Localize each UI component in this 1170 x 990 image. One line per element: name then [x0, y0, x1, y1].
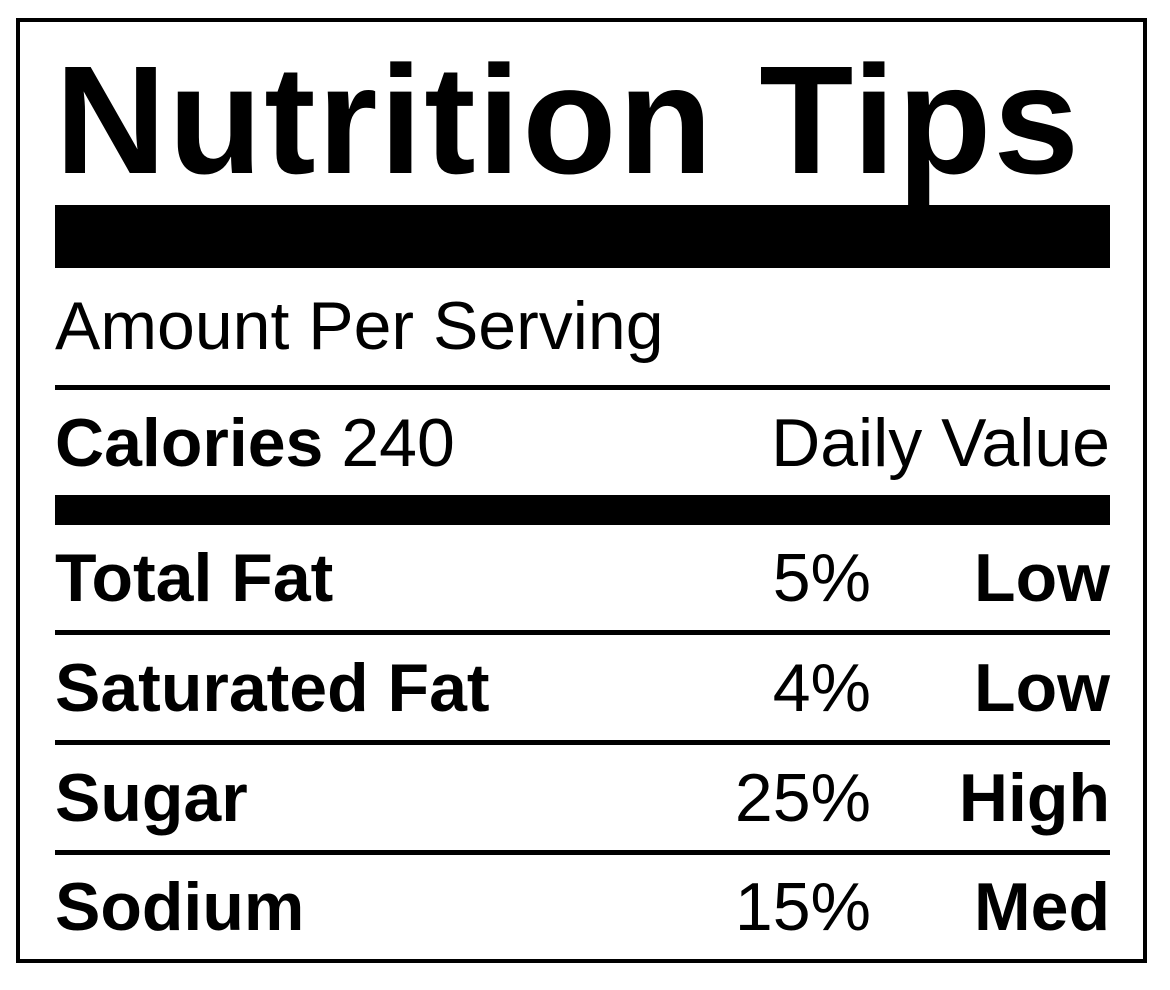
- divider-rule: [55, 385, 1110, 390]
- divider-rule: [55, 740, 1110, 745]
- amount-per-serving-header: Amount Per Serving: [55, 288, 664, 364]
- nutrient-level: Low: [974, 539, 1110, 616]
- nutrient-row-sodium: Sodium 15% Med: [55, 855, 1110, 959]
- thick-separator-bar: [55, 205, 1110, 268]
- nutrition-label: Nutrition Tips Amount Per Serving Calori…: [16, 18, 1147, 963]
- nutrient-name: Sugar: [55, 759, 248, 836]
- nutrient-row-total-fat: Total Fat 5% Low: [55, 525, 1110, 630]
- nutrient-name: Saturated Fat: [55, 649, 490, 726]
- nutrient-level: Med: [974, 869, 1110, 945]
- nutrient-percent: 5%: [772, 539, 871, 616]
- nutrient-name: Total Fat: [55, 539, 334, 616]
- nutrient-row-sugar: Sugar 25% High: [55, 745, 1110, 850]
- label-title: Nutrition Tips: [55, 34, 1082, 206]
- divider-rule: [55, 630, 1110, 635]
- calories-label: Calories: [55, 404, 324, 481]
- medium-separator-bar: [55, 495, 1110, 525]
- nutrient-percent: 15%: [734, 869, 871, 945]
- nutrient-percent: 4%: [772, 649, 871, 726]
- nutrient-level: High: [958, 759, 1110, 836]
- calories-value: 240: [341, 404, 455, 481]
- divider-rule: [55, 850, 1110, 855]
- nutrient-row-saturated-fat: Saturated Fat 4% Low: [55, 635, 1110, 740]
- daily-value-header: Daily Value: [771, 404, 1110, 481]
- calories-row: Calories 240 Daily Value: [55, 390, 1110, 495]
- nutrient-name: Sodium: [55, 869, 305, 945]
- nutrient-percent: 25%: [734, 759, 871, 836]
- calories-group: Calories 240: [55, 404, 455, 482]
- nutrient-level: Low: [974, 649, 1110, 726]
